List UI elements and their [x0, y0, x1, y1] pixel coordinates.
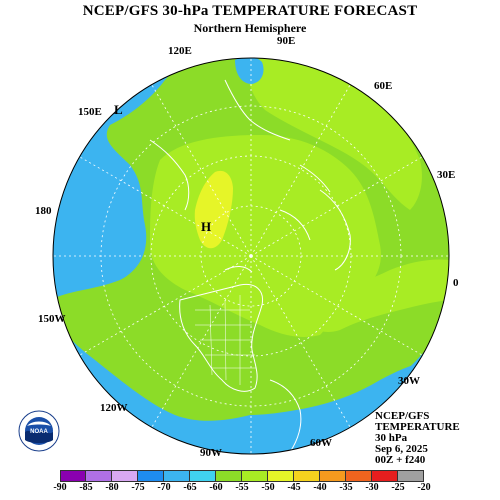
lon-label-90e: 90E — [277, 35, 296, 47]
colorbar-tick-label: -30 — [365, 482, 379, 493]
colorbar-swatch — [398, 470, 424, 482]
colorbar-swatch — [164, 470, 190, 482]
lon-label-90w: 90W — [200, 447, 222, 459]
colorbar-swatch — [190, 470, 216, 482]
colorbar-tick-label: -25 — [391, 482, 405, 493]
colorbar-tick-label: -20 — [417, 482, 431, 493]
cold-pocket-ne — [235, 58, 264, 84]
colorbar-swatch — [320, 470, 346, 482]
colorbar-tick-label: -35 — [339, 482, 353, 493]
graticule — [53, 58, 449, 454]
colorbar-tick-label: -90 — [53, 482, 67, 493]
colorbar-ticks: -90 -85 -80 -75 -70 -65 -60 -55 -50 -45 -40 -35 -30 -… — [0, 482, 500, 496]
colorbar-swatch — [294, 470, 320, 482]
lon-label-150e: 150E — [78, 106, 102, 118]
colorbar-tick-label: -65 — [183, 482, 197, 493]
colorbar-tick-label: -55 — [235, 482, 249, 493]
coastlines — [149, 79, 351, 453]
info-valid-time: 00Z + f240 — [375, 454, 426, 466]
colorbar-tick-label: -80 — [105, 482, 119, 493]
temperature-colorbar — [60, 470, 424, 482]
info-model: NCEP/GFS — [375, 410, 430, 422]
noaa-bird-icon — [27, 421, 51, 426]
lon-label-180: 180 — [35, 205, 52, 217]
colorbar-tick-label: -85 — [79, 482, 93, 493]
colorbar-swatch — [372, 470, 398, 482]
colorbar-swatch — [138, 470, 164, 482]
warm-region-north — [248, 58, 422, 210]
info-level: 30 hPa — [375, 432, 408, 444]
colorbar-swatch — [86, 470, 112, 482]
state-borders — [195, 295, 256, 385]
low-center-marker: L — [114, 102, 123, 117]
warm-region-east — [300, 259, 449, 332]
lon-label-0: 0 — [453, 277, 459, 289]
high-center-marker: H — [201, 219, 212, 234]
lon-label-150w: 150W — [38, 313, 66, 325]
map-border — [52, 57, 450, 455]
map-subtitle: Northern Hemisphere — [193, 21, 307, 35]
colorbar-tick-label: -60 — [209, 482, 223, 493]
colorbar-tick-label: -50 — [261, 482, 275, 493]
colorbar-swatch — [242, 470, 268, 482]
colorbar-tick-label: -75 — [131, 482, 145, 493]
colorbar-swatch — [112, 470, 138, 482]
colorbar-swatch — [60, 470, 86, 482]
logo-text: NOAA — [30, 429, 48, 435]
colorbar-tick-label: -70 — [157, 482, 171, 493]
lon-label-30w: 30W — [398, 375, 420, 387]
colorbar-swatch — [346, 470, 372, 482]
colorbar-swatch — [216, 470, 242, 482]
forecast-info: NCEP/GFS TEMPERATURE 30 hPa Sep 6, 2025 … — [375, 411, 460, 466]
lon-label-60w: 60W — [310, 437, 332, 449]
info-date: Sep 6, 2025 — [375, 443, 428, 455]
colorbar-tick-label: -40 — [313, 482, 327, 493]
lon-label-120w: 120W — [100, 402, 128, 414]
lon-label-60e: 60E — [374, 80, 393, 92]
warmest-core — [194, 170, 233, 249]
info-variable: TEMPERATURE — [375, 421, 460, 433]
colorbar-tick-label: -45 — [287, 482, 301, 493]
lon-label-30e: 30E — [437, 169, 456, 181]
noaa-logo: NOAA — [18, 410, 60, 452]
lon-label-120e: 120E — [168, 45, 192, 57]
colorbar-swatch — [268, 470, 294, 482]
map-title: NCEP/GFS 30-hPa TEMPERATURE FORECAST — [82, 3, 418, 19]
